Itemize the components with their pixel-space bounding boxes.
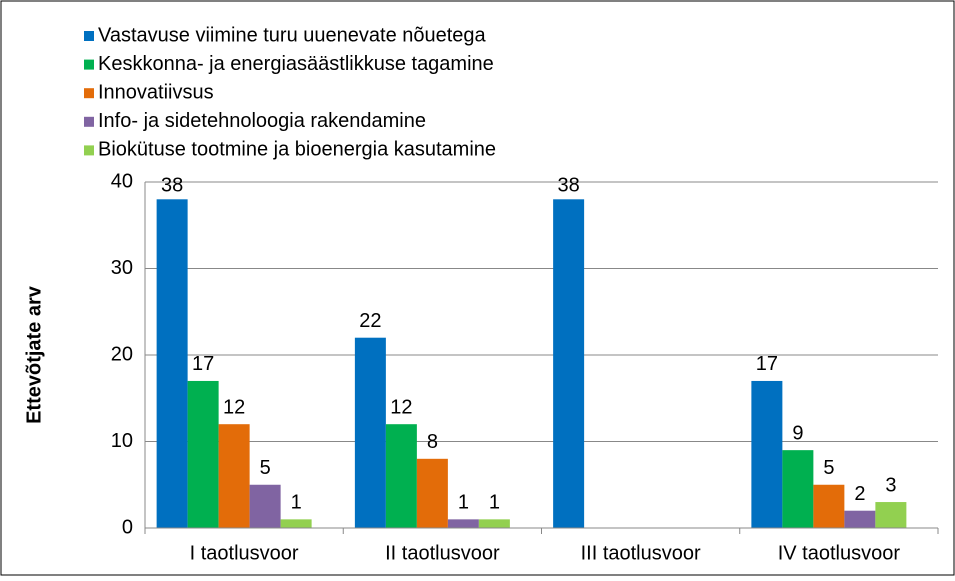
bar — [156, 199, 188, 529]
bar — [385, 424, 417, 528]
x-tick-label: III taotlusvoor — [581, 542, 701, 564]
legend-label: Info- ja sidetehnoloogia rakendamine — [98, 110, 426, 132]
x-tick-label: IV taotlusvoor — [778, 542, 901, 564]
bar — [249, 484, 281, 528]
x-tick-label: II taotlusvoor — [385, 542, 500, 564]
y-tick-label: 20 — [111, 343, 133, 365]
y-tick-label: 10 — [111, 430, 133, 452]
bar — [447, 519, 479, 528]
bar — [844, 510, 876, 528]
data-label: 12 — [223, 396, 245, 418]
data-label: 3 — [885, 474, 896, 496]
bar — [416, 458, 448, 528]
legend-label: Innovatiivsus — [98, 81, 214, 103]
bar — [354, 337, 386, 528]
legend-swatch — [84, 88, 94, 99]
y-tick-label: 30 — [111, 257, 133, 279]
bar — [751, 380, 783, 528]
legend-label: Vastavuse viimine turu uuenevate nõueteg… — [98, 24, 487, 46]
data-label: 5 — [260, 457, 271, 479]
legend-swatch — [84, 116, 94, 127]
data-label: 2 — [854, 483, 865, 505]
data-label: 1 — [291, 492, 302, 514]
bar — [813, 484, 845, 528]
legend-swatch — [84, 31, 94, 41]
data-label: 1 — [458, 492, 469, 514]
legend-label: Biokütuse tootmine ja bioenergia kasutam… — [98, 139, 496, 161]
data-label: 9 — [792, 422, 803, 444]
data-label: 22 — [359, 310, 381, 332]
bar — [218, 424, 250, 528]
legend-swatch — [84, 145, 94, 156]
bar — [280, 519, 312, 528]
bar — [478, 519, 510, 528]
data-label: 12 — [390, 396, 412, 418]
data-label: 8 — [427, 431, 438, 453]
data-label: 17 — [192, 353, 214, 375]
x-tick-label: I taotlusvoor — [190, 542, 299, 564]
bar — [553, 199, 585, 529]
legend-swatch — [84, 59, 94, 70]
y-axis-label: Ettevõtjate arv — [23, 285, 45, 424]
bar — [782, 450, 814, 528]
data-label: 5 — [823, 457, 834, 479]
data-label: 1 — [489, 492, 500, 514]
legend-label: Keskkonna- ja energiasäästlikkuse tagami… — [98, 53, 494, 75]
bar — [187, 380, 219, 528]
y-tick-label: 0 — [122, 516, 133, 538]
data-label: 38 — [558, 174, 580, 196]
bar — [875, 502, 907, 528]
data-label: 38 — [161, 174, 183, 196]
data-label: 17 — [756, 353, 778, 375]
y-tick-label: 40 — [111, 170, 133, 192]
